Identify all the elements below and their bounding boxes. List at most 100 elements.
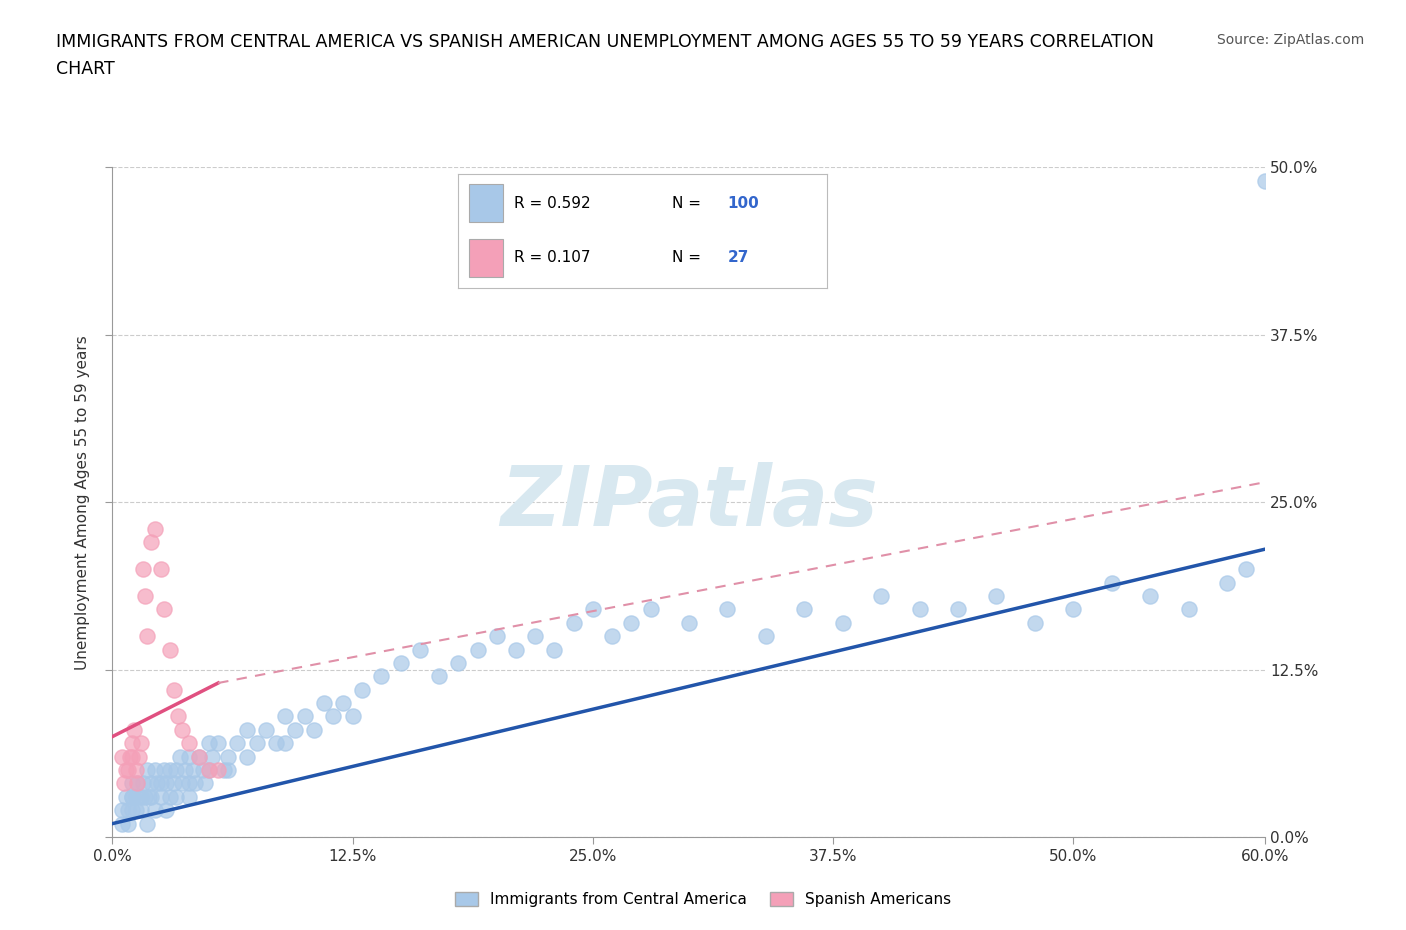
Point	[245, 736, 267, 751]
Point	[124, 803, 146, 817]
Text: IMMIGRANTS FROM CENTRAL AMERICA VS SPANISH AMERICAN UNEMPLOYMENT AMONG AGES 55 T: IMMIGRANTS FROM CENTRAL AMERICA VS SPANI…	[56, 33, 1154, 50]
Point	[1139, 589, 1161, 604]
Point	[143, 803, 166, 817]
Point	[986, 589, 1008, 604]
Point	[226, 736, 249, 751]
Point	[117, 763, 139, 777]
Point	[179, 776, 201, 790]
Point	[1024, 616, 1046, 631]
Point	[149, 776, 172, 790]
Point	[793, 602, 815, 617]
Point	[149, 562, 172, 577]
Point	[184, 776, 207, 790]
Point	[254, 723, 277, 737]
Point	[149, 790, 172, 804]
Point	[117, 817, 139, 831]
Point	[1101, 575, 1123, 590]
Point	[121, 736, 143, 751]
Point	[274, 736, 297, 751]
Point	[153, 763, 176, 777]
Point	[169, 750, 191, 764]
Point	[409, 642, 432, 657]
Point	[111, 817, 134, 831]
Point	[136, 817, 159, 831]
Point	[908, 602, 931, 617]
Point	[112, 776, 135, 790]
Point	[118, 750, 141, 764]
Point	[274, 709, 297, 724]
Point	[128, 750, 150, 764]
Point	[217, 763, 239, 777]
Point	[600, 629, 623, 644]
Point	[678, 616, 700, 631]
Point	[179, 750, 201, 764]
Point	[127, 776, 149, 790]
Point	[129, 736, 153, 751]
Point	[115, 790, 138, 804]
Point	[312, 696, 335, 711]
Point	[117, 803, 139, 817]
Point	[155, 776, 177, 790]
Point	[620, 616, 643, 631]
Point	[159, 763, 181, 777]
Point	[264, 736, 287, 751]
Point	[197, 763, 219, 777]
Point	[236, 750, 259, 764]
Point	[197, 736, 219, 751]
Point	[174, 763, 197, 777]
Point	[134, 790, 156, 804]
Point	[163, 776, 186, 790]
Point	[153, 602, 176, 617]
Point	[165, 790, 187, 804]
Point	[562, 616, 585, 631]
Point	[155, 803, 177, 817]
Point	[322, 709, 344, 724]
Text: CHART: CHART	[56, 60, 115, 78]
Point	[121, 790, 143, 804]
Point	[121, 776, 143, 790]
Point	[427, 669, 450, 684]
Point	[870, 589, 893, 604]
Point	[1177, 602, 1199, 617]
Text: Source: ZipAtlas.com: Source: ZipAtlas.com	[1216, 33, 1364, 46]
Point	[284, 723, 307, 737]
Point	[217, 750, 239, 764]
Point	[582, 602, 605, 617]
Point	[121, 803, 143, 817]
Point	[136, 629, 159, 644]
Point	[236, 723, 259, 737]
Point	[543, 642, 565, 657]
Point	[197, 763, 219, 777]
Point	[946, 602, 969, 617]
Point	[129, 790, 153, 804]
Point	[159, 642, 181, 657]
Point	[755, 629, 778, 644]
Point	[111, 750, 134, 764]
Point	[124, 790, 146, 804]
Point	[139, 776, 162, 790]
Point	[831, 616, 853, 631]
Point	[485, 629, 508, 644]
Point	[1216, 575, 1239, 590]
Point	[294, 709, 316, 724]
Point	[467, 642, 489, 657]
Text: ZIPatlas: ZIPatlas	[501, 461, 877, 543]
Point	[136, 763, 159, 777]
Point	[138, 790, 160, 804]
Point	[332, 696, 354, 711]
Point	[1062, 602, 1084, 617]
Point	[170, 723, 193, 737]
Point	[159, 790, 181, 804]
Point	[127, 776, 149, 790]
Point	[122, 723, 145, 737]
Point	[132, 562, 155, 577]
Point	[640, 602, 662, 617]
Point	[524, 629, 547, 644]
Point	[191, 763, 214, 777]
Point	[505, 642, 527, 657]
Point	[181, 763, 204, 777]
Point	[187, 750, 211, 764]
Point	[194, 776, 217, 790]
Point	[207, 736, 229, 751]
Point	[134, 589, 156, 604]
